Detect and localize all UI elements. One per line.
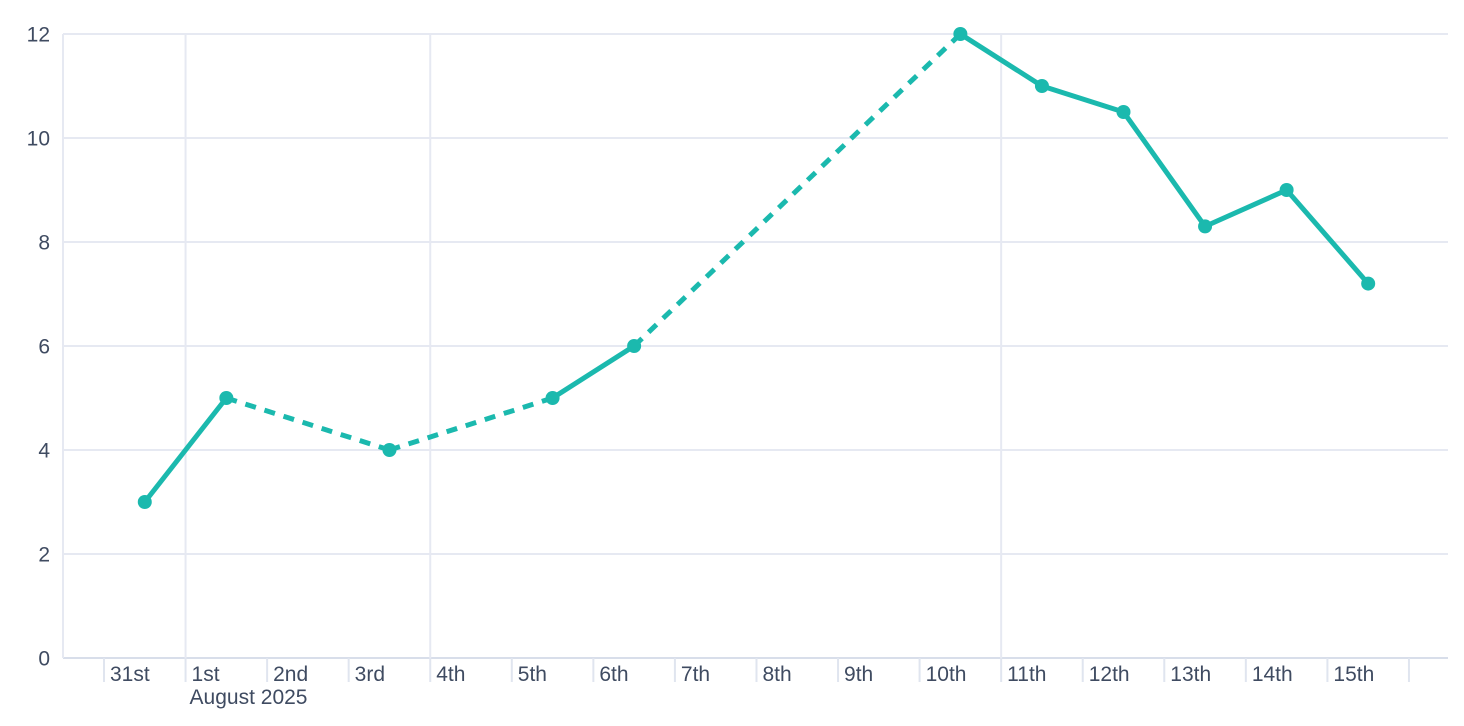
x-tick-label: 10th xyxy=(926,663,967,686)
series-segment-dashed xyxy=(632,32,963,348)
y-tick-label: 12 xyxy=(27,24,50,47)
x-tick-label: 12th xyxy=(1089,663,1130,686)
x-tick-label: 4th xyxy=(436,663,465,686)
x-tick-label: 13th xyxy=(1170,663,1211,686)
x-axis-month-label: August 2025 xyxy=(190,686,308,709)
series-segment-solid xyxy=(1202,187,1290,229)
data-point[interactable] xyxy=(1034,79,1049,93)
x-tick-label: 8th xyxy=(762,663,791,686)
y-tick-label: 0 xyxy=(38,648,50,671)
x-tick-label: 3rd xyxy=(355,663,385,686)
data-point[interactable] xyxy=(627,339,642,353)
y-tick-label: 2 xyxy=(38,544,50,567)
data-point[interactable] xyxy=(1198,219,1213,234)
data-point[interactable] xyxy=(219,391,234,405)
data-point[interactable] xyxy=(137,495,152,509)
series-segment-solid xyxy=(957,31,1045,89)
x-tick-label: 15th xyxy=(1333,663,1374,686)
x-tick-label: 14th xyxy=(1252,663,1293,686)
x-tick-label: 5th xyxy=(518,663,547,686)
series-segment-dashed xyxy=(225,395,391,453)
data-point[interactable] xyxy=(545,391,560,405)
x-tick-label: 1st xyxy=(192,663,220,686)
y-tick-label: 4 xyxy=(38,440,50,463)
data-point[interactable] xyxy=(1116,105,1131,119)
y-tick-label: 8 xyxy=(38,232,50,255)
series-segment-solid xyxy=(142,395,229,505)
x-tick-label: 6th xyxy=(599,663,628,686)
x-tick-label: 11th xyxy=(1007,663,1046,686)
data-point[interactable] xyxy=(953,27,968,41)
y-tick-label: 6 xyxy=(38,336,50,359)
x-tick-label: 31st xyxy=(110,663,150,686)
data-point[interactable] xyxy=(1361,276,1376,291)
series-segment-solid xyxy=(1284,187,1371,287)
y-tick-label: 10 xyxy=(27,128,50,151)
data-point[interactable] xyxy=(382,443,397,457)
x-tick-label: 9th xyxy=(844,663,873,686)
series-segment-solid xyxy=(550,343,637,401)
series-segment-solid xyxy=(1121,109,1208,229)
series-segment-dashed xyxy=(388,395,554,453)
series-segment-solid xyxy=(1039,83,1126,115)
data-point[interactable] xyxy=(1279,183,1294,197)
x-tick-label: 7th xyxy=(681,663,710,686)
x-tick-label: 2nd xyxy=(273,663,308,686)
